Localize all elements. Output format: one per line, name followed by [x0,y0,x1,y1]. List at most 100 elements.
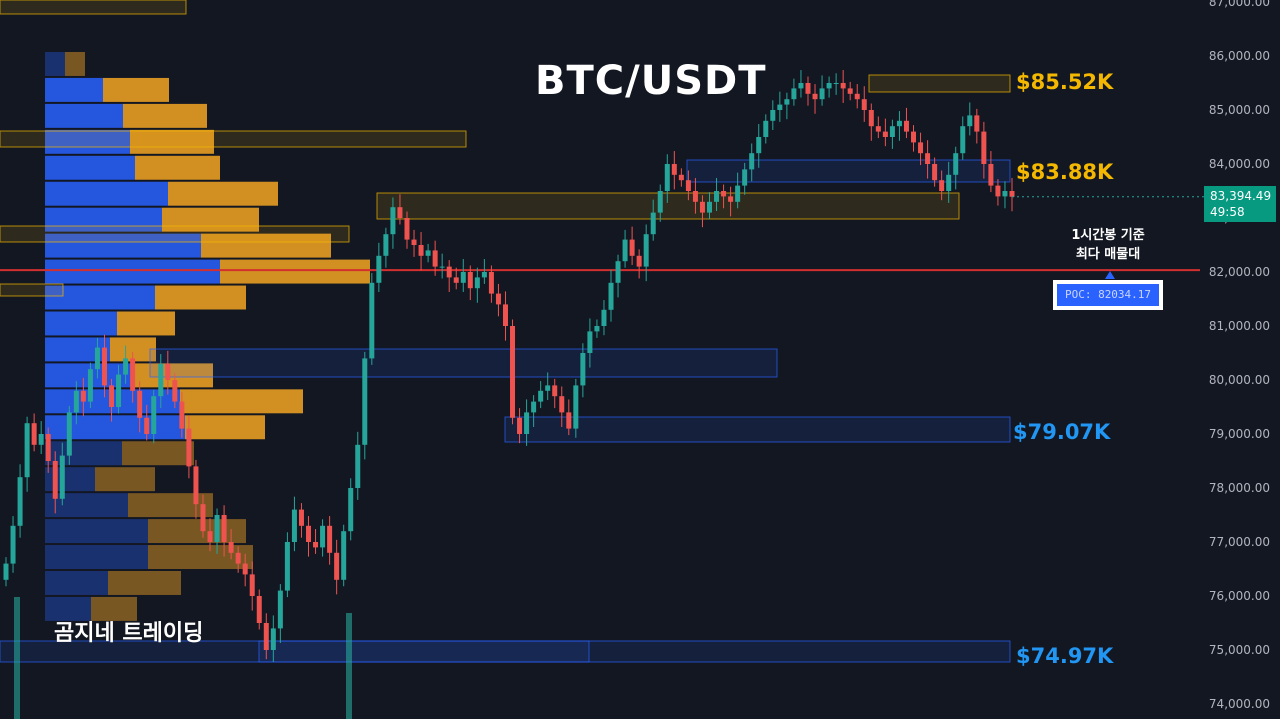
candle-body [439,266,445,268]
candle-body [341,531,347,580]
chart-title: BTC/USDT [535,58,767,104]
candle-body [298,509,304,526]
candle-body [728,196,734,202]
poc-annotation: 1시간봉 기준 최다 매물대 [1058,226,1158,264]
candle-body [854,93,860,100]
candle-body [573,385,579,429]
candle-body [664,164,670,191]
candle-body [833,83,839,84]
candle-body [249,574,255,596]
zone-box [149,348,778,378]
candle-body [116,374,122,407]
volume-bar [14,597,20,719]
zone-box [0,225,350,243]
candle-body [101,347,107,386]
zone-box [686,159,1011,183]
candle-body [109,385,115,407]
candle-body [130,358,136,391]
volume-profile-sell-bar [123,103,207,128]
volume-profile-sell-bar [128,493,213,518]
volume-profile-sell-bar [103,77,169,102]
candle-body [221,515,227,542]
candle-body [432,250,438,267]
poc-label-box: POC: 82034.17 [1053,280,1163,310]
candle-body [495,293,501,305]
candle-body [1009,191,1015,197]
candle-body [580,353,586,386]
volume-profile-sell-bar [130,129,214,154]
candle-body [502,304,508,326]
candle-body [59,455,65,499]
volume-profile-sell-bar [185,415,265,440]
candle-body [94,347,100,370]
candle-body [151,396,157,434]
y-tick-label: 74,000.00 [1209,697,1270,711]
candle-body [334,552,340,580]
candle-body [348,488,354,532]
y-tick-label: 78,000.00 [1209,481,1270,495]
candle-body [369,282,375,359]
zone-box [504,416,1011,443]
candle-body [763,120,769,137]
candle-body [1002,191,1008,197]
candle-body [791,88,797,100]
candle-body [742,169,748,186]
volume-profile-sell-bar [155,285,246,310]
candle-body [80,390,86,402]
candle-body [918,142,924,154]
volume-profile-buy-bar [45,103,123,128]
candle-body [875,126,881,132]
candle-body [235,552,241,564]
candle-body [158,363,164,397]
candle-body [777,104,783,110]
volume-profile-sell-bar [110,337,156,362]
candle-body [636,255,642,267]
poc-arrow-icon [1105,271,1115,279]
candle-body [242,563,248,575]
level-label-85-52k: $85.52K [1016,70,1114,94]
poc-annotation-line1: 1시간봉 기준 [1071,228,1145,243]
volume-profile-buy-bar [45,77,103,102]
candle-body [488,272,494,294]
volume-profile-buy-bar [45,285,155,310]
candle-body [291,509,297,542]
candle-body [172,380,178,402]
volume-profile-buy-bar [45,493,128,518]
y-tick-label: 87,000.00 [1209,0,1270,9]
candle-body [868,110,874,127]
candle-body [587,331,593,353]
candle-body [179,401,185,429]
candle-body [38,434,44,445]
candle-body [200,504,206,532]
volume-profile-sell-bar [168,181,278,206]
candle-body [10,525,16,564]
volume-profile-buy-bar [45,155,135,180]
volume-profile-buy-bar [45,467,95,492]
candle-body [193,466,199,505]
candle-body [376,255,382,283]
volume-profile-sell-bar [65,52,85,76]
volume-profile-sell-bar [91,596,137,621]
candle-body [671,164,677,175]
candle-body [284,542,290,591]
candle-body [306,525,312,542]
volume-profile-sell-bar [135,363,213,388]
volume-profile-sell-bar [122,441,194,466]
candle-body [981,131,987,164]
candle-body [214,515,220,542]
candle-body [52,461,58,499]
candle-body [481,272,487,278]
current-price: 83,394.49 [1210,189,1272,203]
volume-profile-sell-bar [220,259,370,284]
candle-body [411,239,417,245]
volume-profile-buy-bar [45,181,168,206]
candle-body [566,412,572,429]
candle-body [749,153,755,170]
volume-profile-buy-bar [45,129,130,154]
volume-profile-sell-bar [108,571,181,595]
candle-body [545,385,551,391]
candle-body [967,115,973,127]
zone-box [868,74,1011,93]
volume-profile-buy-bar [45,259,220,284]
